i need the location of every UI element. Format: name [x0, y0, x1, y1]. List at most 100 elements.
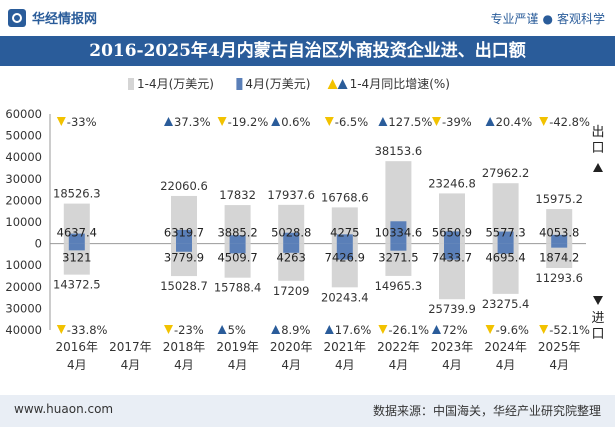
import-monthly-bar — [176, 243, 192, 252]
legend-triangle-down-yoy — [327, 79, 338, 89]
legend-label-cumulative: 1-4月(万美元) — [137, 77, 214, 91]
import-yoy-label: 72% — [442, 323, 468, 337]
export-monthly-label: 3885.2 — [217, 226, 257, 240]
export-yoy-down-icon — [56, 117, 66, 126]
title-bar — [0, 36, 615, 66]
y-tick-label: 60000 — [5, 107, 42, 121]
brand-name: 华经情报网 — [32, 12, 98, 27]
x-tick-label-year: 2023年 — [431, 340, 474, 354]
export-cumulative-label: 15975.2 — [535, 192, 583, 206]
y-tick-label: 0 — [35, 237, 42, 251]
x-tick-label-month: 4月 — [174, 358, 194, 372]
y-tick-label: 50000 — [5, 129, 42, 143]
x-tick-label-year: 2018年 — [163, 340, 206, 354]
export-monthly-label: 5577.3 — [485, 226, 525, 240]
x-tick-label-month: 4月 — [335, 358, 355, 372]
import-monthly-label: 4695.4 — [485, 251, 525, 265]
x-tick-label-year: 2017年 — [109, 340, 152, 354]
import-monthly-label: 7426.9 — [325, 251, 365, 265]
brand: 华经情报网 — [8, 8, 97, 27]
side-label-export-char: 出 — [591, 125, 604, 140]
export-monthly-label: 5028.8 — [271, 226, 311, 240]
export-cumulative-label: 17937.6 — [267, 188, 315, 202]
import-yoy-up-icon — [217, 325, 227, 334]
chart-title: 2016-2025年4月内蒙古自治区外商投资企业进、出口额 — [89, 41, 526, 61]
import-cumulative-label: 15788.4 — [214, 281, 262, 295]
export-monthly-bar — [229, 235, 246, 244]
export-monthly-bar — [336, 234, 353, 244]
y-tick-label: 30000 — [5, 301, 42, 315]
export-yoy-up-icon — [164, 117, 173, 126]
export-cumulative-label: 17832 — [219, 188, 256, 202]
import-yoy-down-icon — [539, 325, 549, 334]
import-yoy-up-icon — [324, 325, 334, 334]
footer-website[interactable]: www.huaon.com — [14, 402, 114, 416]
import-yoy-down-icon — [164, 325, 173, 334]
y-tick-label: 10000 — [5, 258, 42, 272]
import-yoy-label: -23% — [174, 323, 204, 337]
import-yoy-up-icon — [271, 325, 281, 334]
import-monthly-bar — [390, 243, 407, 251]
export-yoy-label: -42.8% — [549, 115, 590, 129]
export-monthly-bar — [551, 234, 568, 244]
export-monthly-bar — [283, 232, 300, 244]
import-yoy-down-icon — [485, 325, 495, 334]
export-yoy-down-icon — [539, 117, 549, 126]
export-cumulative-label: 22060.6 — [160, 179, 208, 193]
side-label-export-char: 口 — [591, 141, 604, 156]
import-cumulative-label: 11293.6 — [535, 271, 583, 285]
export-yoy-label: 37.3% — [174, 115, 211, 129]
y-tick-label: 40000 — [5, 150, 42, 164]
x-tick-label-year: 2020年 — [270, 340, 313, 354]
side-label-import-char: 口 — [591, 327, 604, 342]
import-cumulative-label: 23275.4 — [482, 297, 530, 311]
x-tick-label-year: 2025年 — [538, 340, 581, 354]
export-yoy-down-icon — [432, 117, 441, 126]
import-cumulative-label: 17209 — [273, 284, 310, 298]
x-tick-label-year: 2016年 — [56, 340, 99, 354]
export-monthly-label: 4053.8 — [539, 226, 579, 240]
x-tick-label-year: 2022年 — [377, 340, 420, 354]
import-yoy-up-icon — [432, 325, 441, 334]
import-yoy-label: -52.1% — [549, 323, 590, 337]
x-tick-label-month: 4月 — [228, 358, 248, 372]
import-monthly-label: 3779.9 — [164, 251, 204, 265]
import-yoy-label: -26.1% — [388, 323, 429, 337]
side-label-import-char: 进 — [591, 311, 604, 326]
import-yoy-label: -9.6% — [496, 323, 529, 337]
x-tick-label-month: 4月 — [67, 358, 87, 372]
slogan-right: 客观科学 — [556, 12, 605, 26]
x-tick-label-month: 4月 — [389, 358, 409, 372]
legend-swatch-cumulative — [128, 78, 134, 90]
x-tick-label-month: 4月 — [442, 358, 462, 372]
import-monthly-bar — [444, 243, 460, 260]
import-cumulative-label: 14372.5 — [53, 278, 101, 292]
import-cumulative-label: 15028.7 — [160, 279, 208, 293]
export-monthly-bar — [68, 233, 85, 244]
import-yoy-label: 8.9% — [281, 323, 310, 337]
export-arrow-up-icon — [593, 163, 603, 172]
export-yoy-label: -6.5% — [335, 115, 368, 129]
import-monthly-bar — [229, 243, 246, 254]
export-yoy-down-icon — [324, 117, 334, 126]
export-monthly-bar — [444, 231, 460, 244]
export-yoy-down-icon — [217, 117, 227, 126]
import-monthly-bar — [283, 243, 300, 253]
x-tick-label-month: 4月 — [121, 358, 141, 372]
import-monthly-bar — [336, 243, 353, 260]
import-monthly-label: 4509.7 — [217, 251, 257, 265]
export-cumulative-label: 27962.2 — [482, 166, 530, 180]
legend-swatch-monthly — [236, 78, 243, 90]
import-yoy-label: -33.8% — [67, 323, 108, 337]
import-cumulative-label: 25739.9 — [428, 302, 476, 316]
legend-triangle-up-yoy — [337, 79, 348, 89]
legend-label-yoy: 1-4月同比增速(%) — [350, 77, 450, 91]
chart: 1-4月(万美元) 4月(万美元) 1-4月同比增速(%) 60000 50000 400… — [5, 77, 604, 372]
slogan-left: 专业严谨 — [490, 12, 539, 26]
y-tick-label: 20000 — [5, 280, 42, 294]
import-cumulative-label: 14965.3 — [375, 279, 423, 293]
footer-source: 数据来源：中国海关，华经产业研究院整理 — [372, 404, 601, 418]
x-tick-label-year: 2024年 — [484, 340, 527, 354]
import-monthly-bar — [497, 243, 514, 254]
